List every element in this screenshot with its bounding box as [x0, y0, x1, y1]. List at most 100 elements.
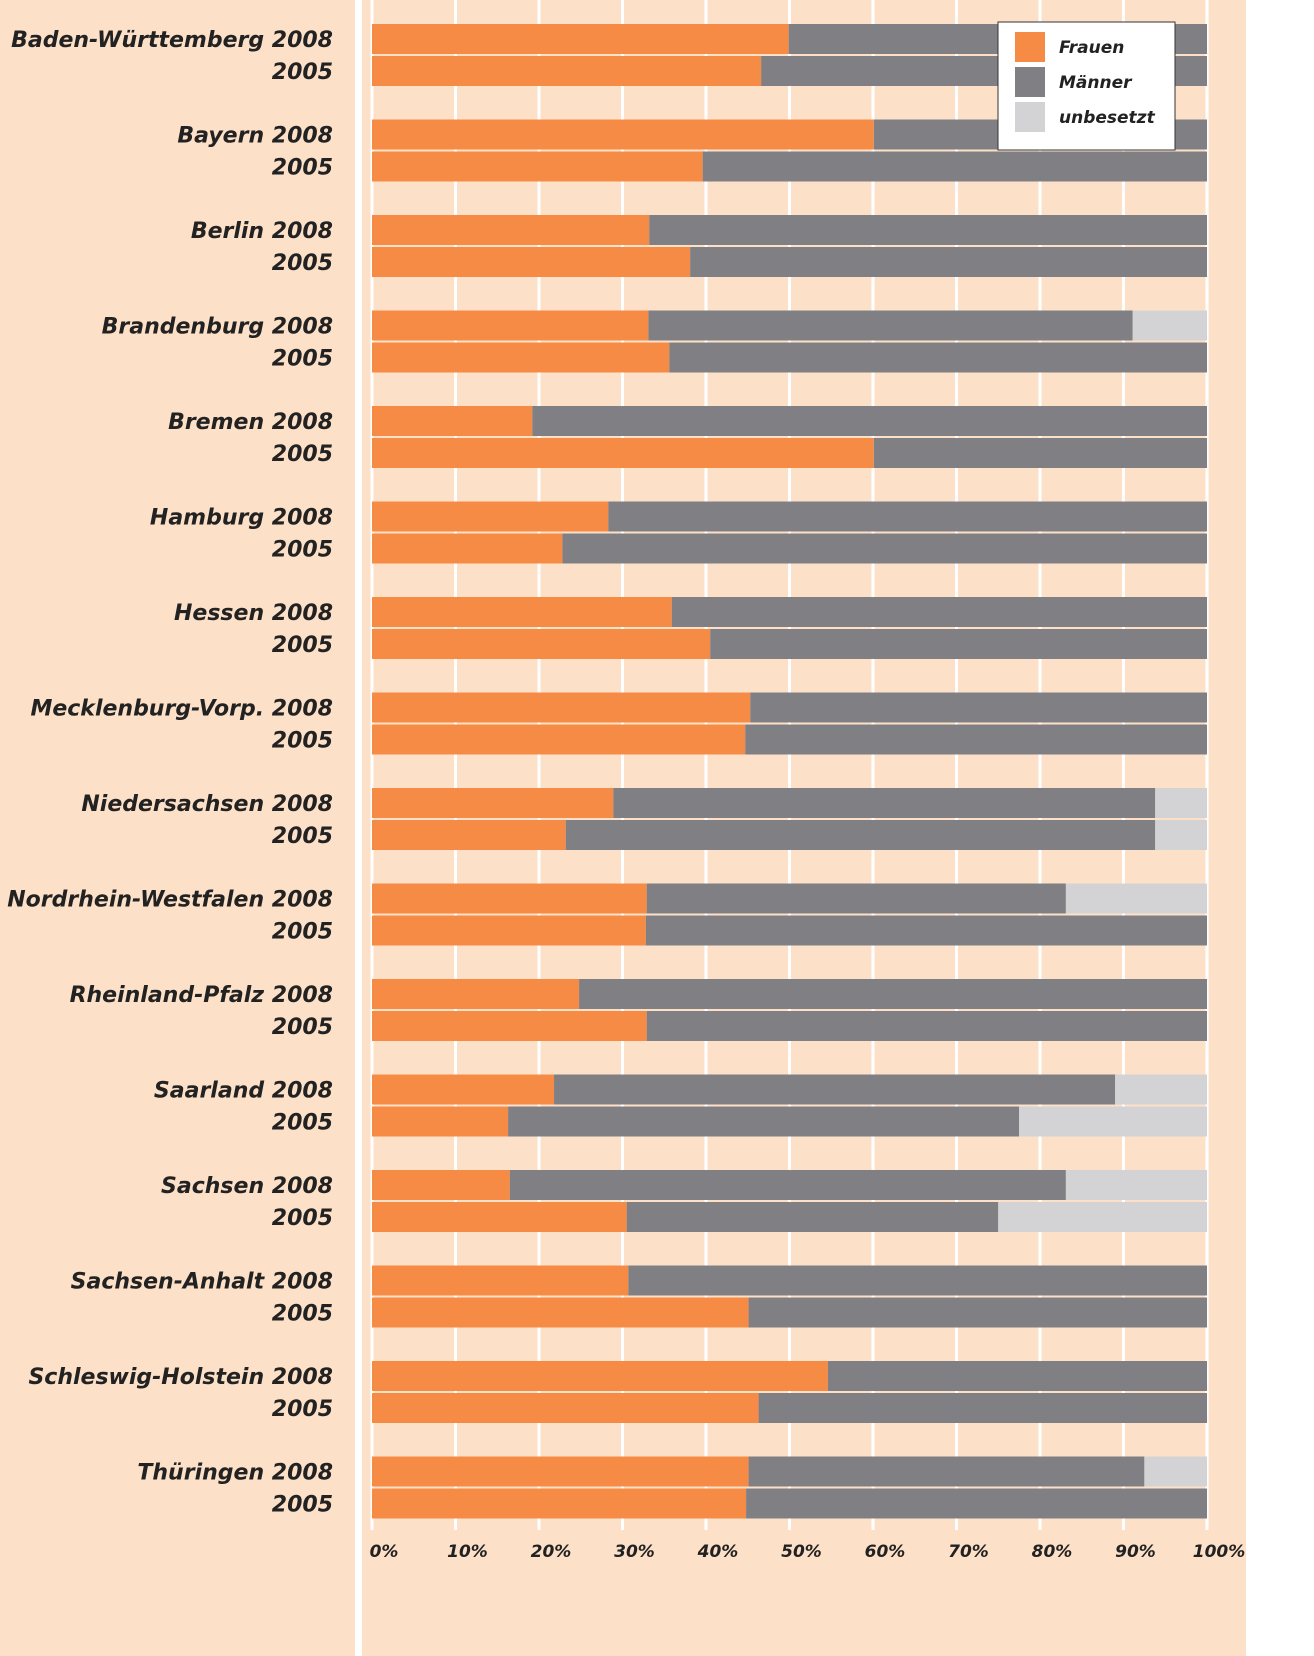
y-tick-label: 2005: [272, 824, 333, 849]
x-tick-label: 40%: [697, 1542, 739, 1562]
bar-segment: [750, 692, 1207, 723]
bar-segment: [646, 1011, 1207, 1041]
legend-swatch: [1015, 32, 1045, 62]
bar-segment: [372, 883, 647, 914]
bar-segment: [745, 724, 1207, 755]
bar-segment: [873, 438, 1207, 468]
x-tick-label: 50%: [781, 1542, 822, 1562]
y-tick-label: 2005: [272, 442, 333, 467]
bar-segment: [690, 247, 1207, 277]
y-tick-label: Bremen 2008: [168, 410, 333, 435]
y-tick-label: 2005: [272, 538, 333, 563]
y-tick-label: Hessen 2008: [174, 601, 333, 626]
bar-segment: [579, 979, 1207, 1009]
bar-segment: [1065, 1170, 1207, 1200]
bar-segment: [372, 1106, 509, 1137]
bar-segment: [671, 597, 1207, 627]
bar-segment: [372, 501, 609, 532]
bar-segment: [998, 1202, 1207, 1232]
bar-segment: [372, 1488, 747, 1519]
bar-segment: [372, 438, 874, 468]
bar-segment: [372, 342, 670, 373]
bar-segment: [645, 915, 1207, 946]
x-tick-label: 0%: [370, 1542, 399, 1562]
bar-segment: [1155, 820, 1207, 850]
y-tick-label: Sachsen 2008: [161, 1174, 333, 1199]
y-tick-label: 2005: [272, 156, 333, 181]
bar-segment: [372, 629, 711, 659]
bar-segment: [746, 1488, 1207, 1519]
bar-segment: [372, 1170, 510, 1200]
y-tick-label: 2005: [272, 729, 333, 754]
bar-segment: [372, 151, 703, 182]
x-tick-label: 80%: [1032, 1542, 1073, 1562]
bar-segment: [1144, 1456, 1207, 1487]
bar-segment: [372, 56, 762, 86]
y-tick-label: 2005: [272, 920, 333, 945]
bar-segment: [372, 1393, 759, 1423]
bar-segment: [628, 1265, 1207, 1296]
bar-segment: [372, 1456, 749, 1487]
bar-segment: [669, 342, 1207, 373]
y-tick-label: Baden-Württemberg 2008: [11, 28, 333, 53]
bar-segment: [509, 1170, 1066, 1200]
label-panel: [0, 0, 355, 1656]
y-tick-label: 2005: [272, 1302, 333, 1327]
bar-segment: [562, 533, 1207, 564]
y-tick-label: 2005: [272, 633, 333, 658]
bar-segment: [372, 1074, 555, 1105]
bar-segment: [372, 533, 563, 564]
y-tick-label: Berlin 2008: [191, 219, 333, 244]
bar-segment: [372, 1202, 627, 1232]
y-tick-label: Sachsen-Anhalt 2008: [71, 1270, 333, 1295]
y-tick-label: Mecklenburg-Vorp. 2008: [30, 697, 333, 722]
x-tick-label: 70%: [948, 1542, 989, 1562]
y-tick-label: 2005: [272, 60, 333, 85]
x-tick-label: 30%: [614, 1542, 655, 1562]
bar-segment: [372, 1297, 749, 1328]
y-tick-label: 2005: [272, 1111, 333, 1136]
y-tick-label: 2005: [272, 1015, 333, 1040]
bar-segment: [372, 692, 751, 723]
bar-segment: [372, 247, 691, 277]
legend-label: unbesetzt: [1059, 108, 1156, 128]
bar-segment: [748, 1297, 1207, 1328]
legend-label: Frauen: [1059, 38, 1124, 58]
bar-segment: [372, 1361, 828, 1391]
legend-swatch: [1015, 67, 1045, 97]
bar-segment: [508, 1106, 1020, 1137]
bar-segment: [1019, 1106, 1207, 1137]
bar-segment: [532, 406, 1207, 436]
bar-segment: [372, 597, 672, 627]
legend-swatch: [1015, 102, 1045, 132]
bar-segment: [372, 788, 614, 818]
x-tick-label: 90%: [1115, 1542, 1156, 1562]
bar-segment: [1115, 1074, 1207, 1105]
bar-segment: [554, 1074, 1116, 1105]
bar-segment: [372, 24, 789, 54]
bar-segment: [748, 1456, 1145, 1487]
bar-segment: [1065, 883, 1207, 914]
bar-segment: [710, 629, 1207, 659]
bar-segment: [626, 1202, 999, 1232]
y-tick-label: Thüringen 2008: [137, 1461, 333, 1486]
bar-segment: [1155, 788, 1207, 818]
y-tick-label: 2005: [272, 1397, 333, 1422]
y-tick-label: 2005: [272, 347, 333, 372]
y-tick-label: Rheinland-Pfalz 2008: [70, 983, 333, 1008]
bar-segment: [649, 215, 1207, 245]
y-tick-label: 2005: [272, 251, 333, 276]
x-tick-label: 20%: [531, 1542, 572, 1562]
bar-segment: [565, 820, 1156, 850]
y-tick-label: Bayern 2008: [177, 124, 333, 149]
y-tick-label: Nordrhein-Westfalen 2008: [7, 888, 333, 913]
bar-segment: [613, 788, 1156, 818]
bar-segment: [372, 820, 566, 850]
y-tick-label: Schleswig-Holstein 2008: [28, 1365, 333, 1390]
bar-segment: [608, 501, 1207, 532]
x-tick-label: 60%: [865, 1542, 906, 1562]
bar-segment: [702, 151, 1207, 182]
bar-segment: [372, 1011, 647, 1041]
bar-segment: [1132, 310, 1207, 341]
